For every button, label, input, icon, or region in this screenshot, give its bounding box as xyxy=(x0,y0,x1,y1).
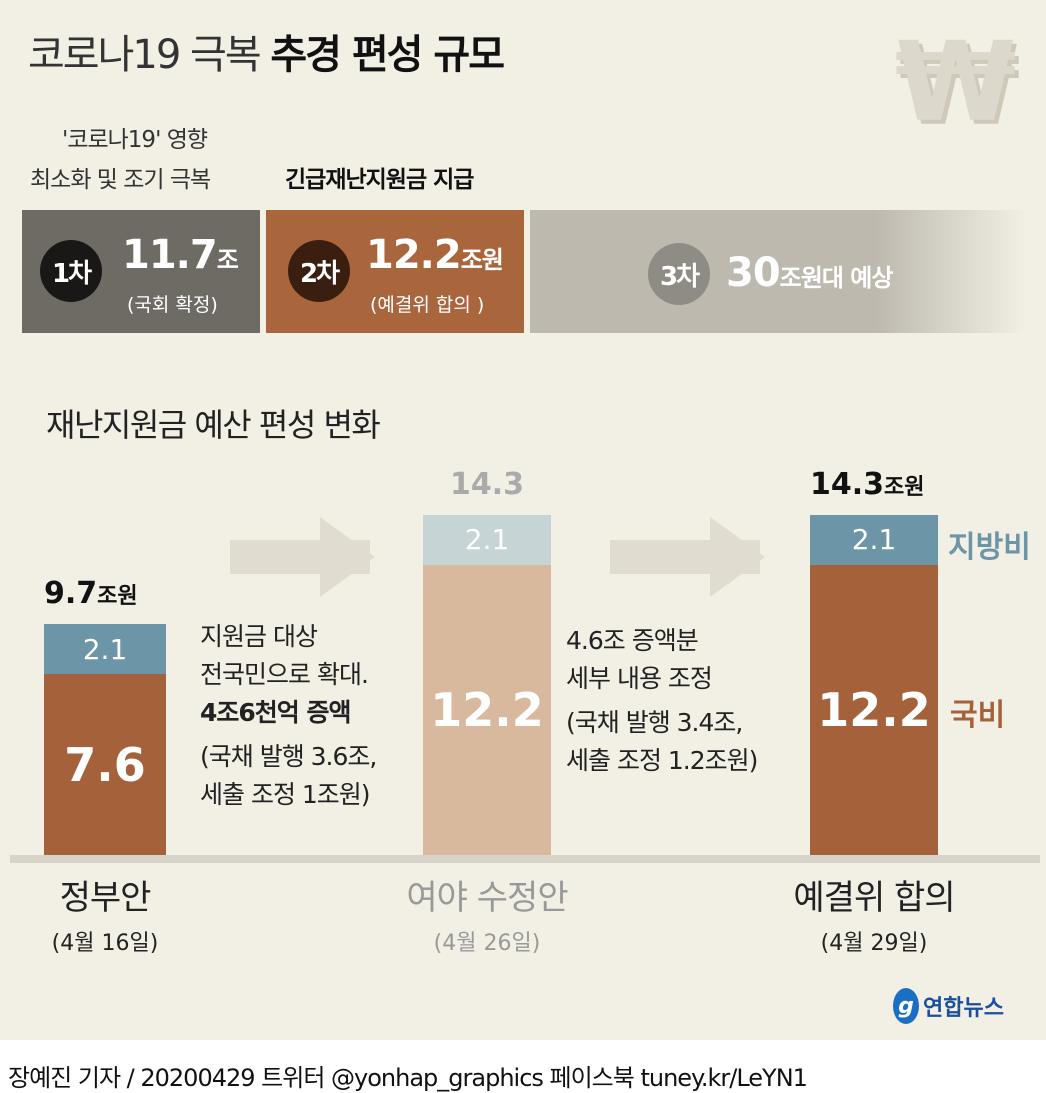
round3-amount: 30 xyxy=(726,250,781,296)
total-value: 9.7 xyxy=(44,576,98,612)
date-label: (4월 26일) xyxy=(433,931,541,956)
footer-credit: 장예진 기자 / 20200429 트위터 @yonhap_graphics 페… xyxy=(8,1064,808,1092)
round3-badge: 3차 xyxy=(648,243,710,305)
category-label: 여야 수정안 xyxy=(406,878,568,918)
annotation-2-line: 세부 내용 조정 xyxy=(566,664,713,693)
bar-national-1: 12.2 xyxy=(423,564,551,855)
chart-title: 재난지원금 예산 편성 변화 xyxy=(46,406,381,444)
annotation-1-line: 전국민으로 확대. xyxy=(200,660,369,689)
legend-national: 국비 xyxy=(950,698,1006,733)
yonhap-logo: g 연합뉴스 xyxy=(893,988,1004,1024)
bar-national-0: 7.6 xyxy=(44,674,166,855)
title-bold: 추경 편성 규모 xyxy=(270,32,505,78)
logo-icon: g xyxy=(893,988,919,1024)
total-value: 14.3 xyxy=(449,466,525,502)
total-label: 14.3 xyxy=(423,467,551,502)
round2-unit: 조원 xyxy=(460,246,504,274)
round2-amount: 12.2 xyxy=(366,232,462,278)
annotation-2-line: 세출 조정 1.2조원) xyxy=(566,746,758,775)
baseline xyxy=(10,855,1040,863)
label1-line2: 최소화 및 조기 극복 xyxy=(30,167,211,193)
round1-badge: 1차 xyxy=(40,240,102,302)
logo-text: 연합뉴스 xyxy=(923,996,1004,1021)
bar-local-1: 2.1 xyxy=(423,514,551,565)
annotation-1-line: 4조6천억 증액 xyxy=(200,698,352,727)
arrow-right-icon xyxy=(320,517,375,597)
round2-badge: 2차 xyxy=(288,240,350,302)
category-label: 예결위 합의 xyxy=(793,878,955,918)
date-label: (4월 16일) xyxy=(51,931,159,956)
annotation-1: 지원금 대상 전국민으로 확대. 4조6천억 증액 (국채 발행 3.6조, 세… xyxy=(200,618,377,814)
annotation-2-line: (국채 발행 3.4조, xyxy=(566,708,743,737)
page-title: 코로나19 극복 추경 편성 규모 xyxy=(28,22,505,80)
arrow-right-icon xyxy=(710,517,765,597)
title-light: 코로나19 극복 xyxy=(28,32,262,78)
bar-local-0: 2.1 xyxy=(44,624,166,675)
total-label: 9.7조원 xyxy=(44,576,186,611)
round1-unit: 조 xyxy=(216,246,239,274)
date-label: (4월 29일) xyxy=(820,931,928,956)
total-label: 14.3조원 xyxy=(810,467,958,502)
annotation-2-line: 4.6조 증액분 xyxy=(566,626,699,655)
category-label: 정부안 xyxy=(59,878,152,918)
legend-local: 지방비 xyxy=(948,530,1031,565)
round2-note: (예결위 합의 ) xyxy=(370,294,485,316)
round3-unit: 조원대 예상 xyxy=(779,264,894,292)
won-symbol-icon: ₩ xyxy=(895,18,1017,146)
label2: 긴급재난지원금 지급 xyxy=(285,167,474,193)
total-unit: 조원 xyxy=(884,474,925,500)
annotation-1-line: (국채 발행 3.6조, xyxy=(200,742,377,771)
round1-panel: 1차 11.7조 (국회 확정) xyxy=(22,210,262,333)
label1-line1: '코로나19' 영향 xyxy=(62,127,208,153)
bar-national-2: 12.2 xyxy=(810,564,938,855)
round2-panel: 2차 12.2조원 (예결위 합의 ) xyxy=(266,210,524,333)
annotation-1-line: 지원금 대상 xyxy=(200,622,318,651)
annotation-2: 4.6조 증액분 세부 내용 조정 (국채 발행 3.4조, 세출 조정 1.2… xyxy=(566,622,758,780)
bar-local-2: 2.1 xyxy=(810,514,938,565)
round1-note: (국회 확정) xyxy=(127,294,218,316)
annotation-1-line: 세출 조정 1조원) xyxy=(200,780,371,809)
round1-amount: 11.7 xyxy=(122,232,218,278)
total-value: 14.3 xyxy=(810,466,885,502)
total-unit: 조원 xyxy=(97,584,138,610)
